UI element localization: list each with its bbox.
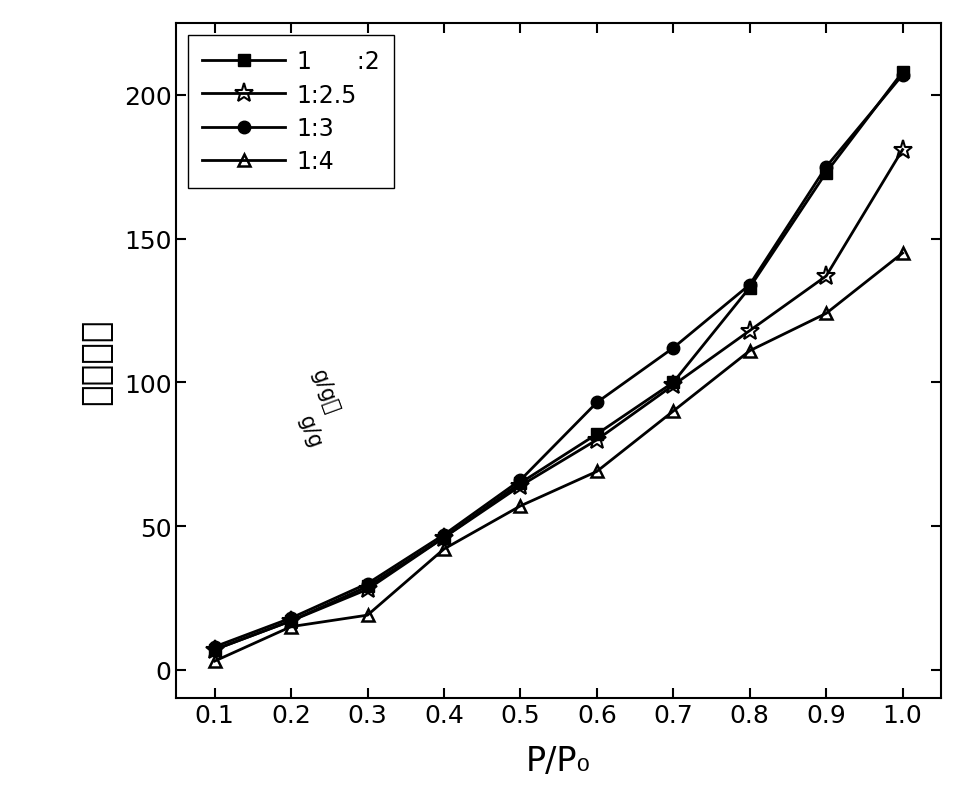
1:3 [897, 71, 908, 80]
1:2.5 [820, 272, 832, 282]
1:4 [438, 544, 450, 554]
Text: g/g）: g/g） [308, 367, 343, 417]
1:2.5 [667, 381, 679, 390]
1:2.5 [744, 326, 756, 336]
1      :2 [209, 645, 221, 654]
Y-axis label: 吸收量（: 吸收量（ [78, 318, 113, 405]
1:3 [820, 163, 832, 173]
1:4 [209, 657, 221, 666]
Line: 1:3: 1:3 [209, 70, 908, 653]
1:2.5 [362, 585, 373, 594]
1      :2 [591, 430, 603, 439]
1:3 [285, 613, 297, 623]
1:3 [744, 280, 756, 290]
Legend: 1      :2, 1:2.5, 1:3, 1:4: 1 :2, 1:2.5, 1:3, 1:4 [188, 36, 394, 189]
1      :2 [744, 283, 756, 293]
1:2.5 [897, 145, 908, 155]
1      :2 [667, 378, 679, 388]
1:3 [667, 344, 679, 353]
1:2.5 [591, 435, 603, 445]
Text: g/g: g/g [295, 413, 325, 451]
1:4 [362, 610, 373, 620]
1      :2 [514, 479, 526, 488]
1:4 [667, 407, 679, 417]
1      :2 [362, 582, 373, 592]
X-axis label: P/P₀: P/P₀ [526, 744, 591, 777]
1:3 [209, 642, 221, 652]
1:3 [514, 475, 526, 485]
1      :2 [820, 169, 832, 178]
1:4 [897, 249, 908, 259]
1:4 [820, 309, 832, 319]
1:2.5 [209, 645, 221, 654]
1:2.5 [285, 616, 297, 626]
Line: 1:4: 1:4 [209, 247, 908, 667]
1:4 [285, 622, 297, 632]
1:3 [591, 398, 603, 408]
1      :2 [897, 68, 908, 78]
1:3 [438, 530, 450, 540]
1:3 [362, 579, 373, 589]
Line: 1      :2: 1 :2 [209, 67, 908, 655]
1:2.5 [514, 481, 526, 491]
1:4 [744, 346, 756, 356]
Line: 1:2.5: 1:2.5 [205, 141, 912, 659]
1      :2 [438, 533, 450, 543]
1:4 [514, 502, 526, 512]
1:2.5 [438, 533, 450, 543]
1      :2 [285, 616, 297, 626]
1:4 [591, 467, 603, 477]
